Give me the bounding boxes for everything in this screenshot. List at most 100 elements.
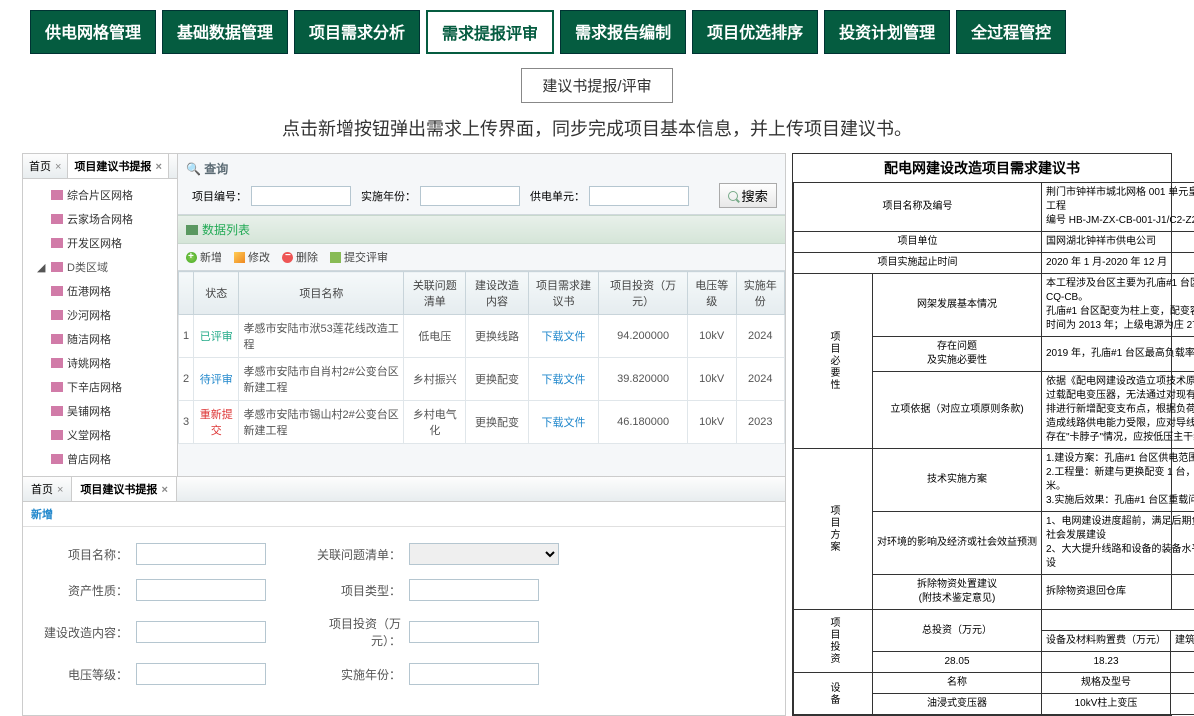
doc-value: 1.4 bbox=[1171, 652, 1194, 673]
doc-label: 技术实施方案 bbox=[873, 449, 1042, 512]
table-header: 关联问题清单 bbox=[404, 272, 466, 315]
table-body: 1已评审孝感市安陆市洑53莲花线改造工程低电压更换线路下载文件94.200000… bbox=[179, 315, 785, 444]
doc-value: 1 bbox=[1171, 694, 1194, 715]
tree-item[interactable]: 随洁网格 bbox=[23, 327, 177, 351]
form-panel: 首页× 项目建议书提报× 新增 项目名称： 关联问题清单： 资产性质： 项目类型… bbox=[23, 476, 785, 715]
doc-value: 1.建设方案：孔庙#1 台区供电范围内新建孔庙#6 台区。 2.工程量：新建与更… bbox=[1042, 449, 1194, 512]
form-tab-active[interactable]: 项目建议书提报× bbox=[72, 477, 176, 501]
tree-item[interactable]: 开发区网格 bbox=[23, 231, 177, 255]
doc-value: 依据《配电网建设改造立项技术原则》配电网供电能力及电能质量建设改造原则 3.1 … bbox=[1042, 372, 1194, 449]
top-btn-3[interactable]: 需求提报评审 bbox=[426, 10, 554, 54]
download-link[interactable]: 下载文件 bbox=[541, 374, 585, 386]
doc-label: 项目单位 bbox=[794, 232, 1042, 253]
top-btn-6[interactable]: 投资计划管理 bbox=[824, 10, 950, 54]
review-button[interactable]: 提交评审 bbox=[330, 249, 388, 265]
tree-item[interactable]: 曾店网格 bbox=[23, 447, 177, 471]
search-button[interactable]: 搜索 bbox=[719, 183, 777, 208]
label-problem: 关联问题清单： bbox=[316, 546, 401, 563]
doc-label: 名称 bbox=[873, 673, 1042, 694]
close-icon[interactable]: × bbox=[155, 161, 161, 173]
top-btn-2[interactable]: 项目需求分析 bbox=[294, 10, 420, 54]
label-fyear: 实施年份： bbox=[316, 666, 401, 683]
input-fyear[interactable] bbox=[409, 663, 539, 685]
top-btn-1[interactable]: 基础数据管理 bbox=[162, 10, 288, 54]
label-volt: 电压等级： bbox=[43, 666, 128, 683]
doc-group: 项目投资 bbox=[794, 610, 873, 673]
grid-icon bbox=[51, 238, 63, 248]
input-asset[interactable] bbox=[136, 579, 266, 601]
grid-icon bbox=[51, 286, 63, 296]
search-icon bbox=[728, 191, 738, 201]
input-volt[interactable] bbox=[136, 663, 266, 685]
top-btn-4[interactable]: 需求报告编制 bbox=[560, 10, 686, 54]
close-icon[interactable]: × bbox=[161, 484, 167, 496]
list-icon bbox=[186, 225, 198, 235]
delete-button[interactable]: 删除 bbox=[282, 249, 318, 265]
doc-label: 网架发展基本情况 bbox=[873, 274, 1042, 337]
tree-item[interactable]: 吴铺网格 bbox=[23, 399, 177, 423]
input-content[interactable] bbox=[136, 621, 266, 643]
tree-item[interactable]: 沙河网格 bbox=[23, 303, 177, 327]
table-header: 项目投资（万元） bbox=[599, 272, 688, 315]
table-header: 建设改造内容 bbox=[466, 272, 528, 315]
doc-value: 10kV柱上变压 bbox=[1042, 694, 1171, 715]
page-description: 点击新增按钮弹出需求上传界面，同步完成项目基本信息，并上传项目建议书。 bbox=[0, 115, 1194, 141]
sub-btn-suggest[interactable]: 建议书提报/评审 bbox=[521, 68, 672, 103]
top-btn-7[interactable]: 全过程管控 bbox=[956, 10, 1066, 54]
form-tab-home[interactable]: 首页× bbox=[23, 477, 72, 501]
input-year[interactable] bbox=[420, 186, 520, 206]
tree-item[interactable]: 综合片区网格 bbox=[23, 183, 177, 207]
close-icon[interactable]: × bbox=[55, 161, 61, 173]
table-row[interactable]: 3重新提交孝感市安陆市锡山村2#公变台区新建工程乡村电气化更换配变下载文件46.… bbox=[179, 401, 785, 444]
grid-icon bbox=[51, 454, 63, 464]
input-type[interactable] bbox=[409, 579, 539, 601]
doc-label: 其中 bbox=[1042, 610, 1194, 631]
document-panel: 配电网建设改造项目需求建议书 项目名称及编号荆门市钟祥市城北网格 001 单元皇… bbox=[792, 153, 1172, 716]
doc-title: 配电网建设改造项目需求建议书 bbox=[793, 154, 1171, 182]
edit-button[interactable]: 修改 bbox=[234, 249, 270, 265]
download-link[interactable]: 下载文件 bbox=[541, 417, 585, 429]
label-type: 项目类型： bbox=[316, 582, 401, 599]
search-title: 查询 bbox=[204, 162, 228, 176]
input-name[interactable] bbox=[136, 543, 266, 565]
top-btn-0[interactable]: 供电网格管理 bbox=[30, 10, 156, 54]
main-area: 首页× 项目建议书提报× 综合片区网格云家场合网格开发区网格◢D类区域伍港网格沙… bbox=[0, 153, 1194, 716]
input-invest[interactable] bbox=[409, 621, 539, 643]
doc-value: 荆门市钟祥市城北网格 001 单元皇庄 110 千伏变电站 10 千伏庄 27 … bbox=[1042, 183, 1194, 232]
doc-label: 规格及型号 bbox=[1042, 673, 1171, 694]
tree-item[interactable]: 云家场合网格 bbox=[23, 207, 177, 231]
grid-icon bbox=[51, 382, 63, 392]
doc-label: 存在问题 及实施必要性 bbox=[873, 337, 1042, 372]
label-content: 建设改造内容： bbox=[43, 624, 128, 641]
tree-item[interactable]: 下辛店网格 bbox=[23, 375, 177, 399]
input-unit[interactable] bbox=[589, 186, 689, 206]
select-problem[interactable] bbox=[409, 543, 559, 565]
table-header: 项目名称 bbox=[239, 272, 404, 315]
tree-item[interactable]: 义堂网格 bbox=[23, 423, 177, 447]
table-header-row: 状态项目名称关联问题清单建设改造内容项目需求建议书项目投资（万元）电压等级实施年… bbox=[179, 272, 785, 315]
table-row[interactable]: 2待评审孝感市安陆市自肖村2#公变台区新建工程乡村振兴更换配变下载文件39.82… bbox=[179, 358, 785, 401]
doc-label: 总投资（万元） bbox=[873, 610, 1042, 652]
close-icon[interactable]: × bbox=[57, 484, 63, 496]
table-row[interactable]: 1已评审孝感市安陆市洑53莲花线改造工程低电压更换线路下载文件94.200000… bbox=[179, 315, 785, 358]
doc-label: 立项依据（对应立项原则条款) bbox=[873, 372, 1042, 449]
table-header: 状态 bbox=[194, 272, 239, 315]
doc-group: 项目方案 bbox=[794, 449, 873, 610]
tree-item[interactable]: 伍港网格 bbox=[23, 279, 177, 303]
label-unit: 供电单元： bbox=[530, 188, 585, 204]
tree-item[interactable]: 诗姚网格 bbox=[23, 351, 177, 375]
top-btn-5[interactable]: 项目优选排序 bbox=[692, 10, 818, 54]
doc-label: 项目实施起止时间 bbox=[794, 253, 1042, 274]
tree-tab-active[interactable]: 项目建议书提报× bbox=[68, 154, 168, 178]
input-code[interactable] bbox=[251, 186, 351, 206]
table-header: 实施年份 bbox=[736, 272, 785, 315]
top-nav: 供电网格管理基础数据管理项目需求分析需求提报评审需求报告编制项目优选排序投资计划… bbox=[0, 0, 1194, 64]
form-body: 项目名称： 关联问题清单： 资产性质： 项目类型： 建设改造内容： 项目投资（万… bbox=[23, 527, 785, 715]
tree-tab-home[interactable]: 首页× bbox=[23, 154, 68, 178]
add-button[interactable]: 新增 bbox=[186, 249, 222, 265]
tree-panel: 首页× 项目建议书提报× 综合片区网格云家场合网格开发区网格◢D类区域伍港网格沙… bbox=[23, 154, 178, 476]
download-link[interactable]: 下载文件 bbox=[541, 331, 585, 343]
plus-icon bbox=[186, 252, 197, 263]
tree-item[interactable]: ◢D类区域 bbox=[23, 255, 177, 279]
doc-group: 设备 bbox=[794, 673, 873, 715]
